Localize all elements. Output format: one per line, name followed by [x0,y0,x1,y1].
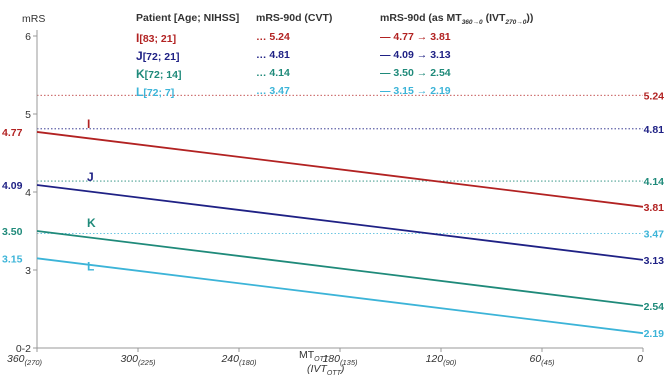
x-tick-sub: (180) [239,358,257,367]
legend-header-mt-mid: (IVT [482,12,506,24]
x-tick-main: 120 [426,353,444,365]
legend-header-mt-prefix: mRS-90d (as MT [380,12,462,24]
x-tick-label: 120(90) [426,353,457,367]
value-labels: 5.24 4.77 3.81 I 4.81 4.09 3.13 J 4.14 3.50 2.54 K 3… [2,90,664,340]
y-tick-label: 4 [25,187,31,199]
x-tick-main: 240 [220,353,239,365]
legend-mt-range: — 4.09 → 3.13 [380,49,451,61]
x-tick-label: 60(45) [529,353,555,367]
x-axis-label-secondary: (IVTOTT) [307,363,344,377]
series-lines [36,131,644,335]
series-line-j [36,184,644,261]
x-tick-main: 300 [120,353,138,365]
legend-header-mt-sub2: 270→0 [505,19,527,27]
legend-patient: I [83; 21] [136,31,176,45]
y-tick-label: 6 [25,31,31,43]
series-name-label-j: J [87,170,94,184]
y-ticks: 6 5 4 3 0-2 [16,31,37,355]
legend-info: [72; 14] [144,69,182,81]
cvt-reference-lines [37,94,643,234]
x-axis-label-paren: (IVT [307,363,328,375]
x-axis-label-paren-close: ) [339,363,345,375]
x-tick-label: 180(135) [322,353,358,367]
end-value-label-l: 2.19 [644,328,665,340]
cvt-value-label-j: 4.81 [644,124,665,136]
legend-info: [72; 21] [142,51,180,63]
legend-patient: J [72; 21] [136,49,179,63]
legend-letter: I [136,31,140,45]
series-line-l [36,257,644,335]
y-tick-label: 0-2 [16,343,31,355]
start-value-label-l: 3.15 [2,253,23,265]
x-tick-main: 60 [529,353,541,365]
legend-header-mt-sub: 360→0 [461,19,483,27]
x-tick-sub: (90) [443,358,457,367]
legend-letter: K [136,67,145,81]
cvt-value-label-l: 3.47 [644,228,665,240]
legend-header-cvt: mRS-90d (CVT) [256,12,333,24]
x-tick-main: 180 [322,353,340,365]
y-tick-label: 3 [25,265,31,277]
legend-letter: J [136,49,143,63]
x-tick-main: 0 [637,353,643,365]
x-ticks: 360(270) 300(225) 240(180) 180(135) 120(90) 6… [7,348,644,367]
x-tick-sub: (135) [340,358,358,367]
x-tick-sub: (45) [541,358,555,367]
legend-info: [72; 7] [143,87,175,99]
y-tick-label: 5 [25,109,31,121]
legend-header-mt: mRS-90d (as MT360→0 (IVT270→0)) [380,12,533,26]
cvt-value-label-k: 4.14 [644,176,665,188]
legend-cvt-value: … 3.47 [256,85,290,97]
series-name-label-l: L [87,259,94,273]
legend-mt-range: — 3.15 → 2.19 [380,85,451,97]
series-name-label-i: I [87,117,90,131]
legend-patient: L [72; 7] [136,85,174,99]
legend-header-mt-suffix: )) [526,12,534,24]
x-axis-label-paren-sub: OTT [327,370,342,377]
x-tick-label: 360(270) [7,353,43,367]
cvt-value-label-i: 5.24 [644,90,665,102]
legend-mt-range: — 3.50 → 2.54 [380,67,451,79]
legend-mt-range: — 4.77 → 3.81 [380,31,451,43]
x-axis-label: MTOTT [299,349,329,363]
series-name-label-k: K [87,216,96,230]
series-line-k [36,230,644,307]
legend-header-patient: Patient [Age; NIHSS] [136,12,240,24]
x-tick-main: 360 [7,353,25,365]
start-value-label-i: 4.77 [2,127,23,139]
legend-patient: K [72; 14] [136,67,181,81]
axes: mRS [22,13,643,349]
end-value-label-k: 2.54 [644,301,665,313]
legend-cvt-value: … 4.81 [256,49,290,61]
x-axis-label-main: MT [299,349,315,361]
legend-cvt-value: … 4.14 [256,67,290,79]
legend-info: [83; 21] [139,33,177,45]
x-tick-label: 240(180) [220,353,257,367]
legend-letter: L [136,85,144,99]
end-value-label-j: 3.13 [644,255,665,267]
x-tick-sub: (270) [25,358,43,367]
series-line-i [36,131,644,208]
x-tick-label: 0 [637,353,643,365]
y-axis-label: mRS [22,13,45,25]
start-value-label-j: 4.09 [2,180,23,192]
end-value-label-i: 3.81 [644,202,665,214]
x-tick-label: 300(225) [120,353,156,367]
legend-cvt-value: … 5.24 [256,31,290,43]
x-axis-label-main-sub: OTT [314,356,329,363]
start-value-label-k: 3.50 [2,226,23,238]
x-tick-sub: (225) [138,358,156,367]
